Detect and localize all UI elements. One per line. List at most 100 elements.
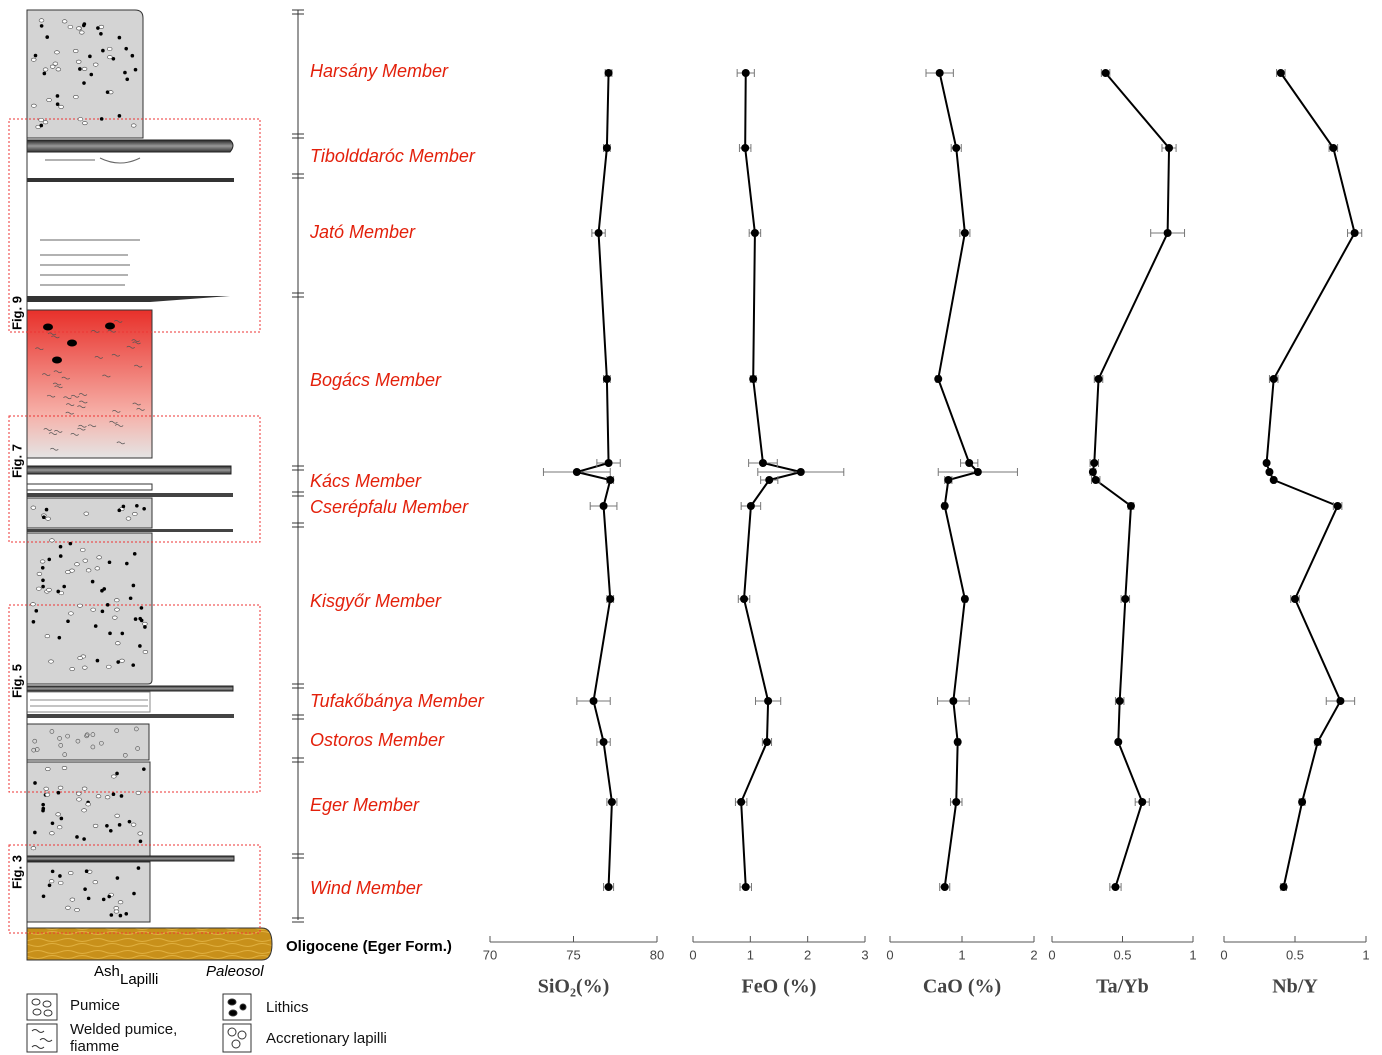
pumice: [45, 634, 50, 637]
lithic: [106, 90, 110, 94]
pumice: [73, 49, 78, 52]
x-tick-label: 1: [1362, 947, 1369, 962]
x-axis-label: CaO (%): [923, 976, 1001, 998]
pumice: [82, 121, 87, 124]
pumice: [49, 539, 54, 542]
lithic: [41, 807, 45, 811]
data-point: [1277, 69, 1285, 77]
lithic: [125, 77, 129, 81]
pumice: [45, 793, 50, 796]
lithic: [82, 24, 86, 28]
lithic: [110, 913, 114, 917]
data-point: [797, 468, 805, 476]
data-point: [608, 798, 616, 806]
pumice: [76, 792, 81, 795]
member-label: Kács Member: [310, 471, 422, 491]
column-label: Paleosol: [206, 963, 264, 980]
pumice: [75, 908, 80, 911]
lithic: [66, 619, 70, 623]
lithic: [82, 837, 86, 841]
data-point: [1334, 502, 1342, 510]
lithic: [132, 892, 136, 896]
lithic: [117, 509, 121, 513]
lithic: [107, 895, 111, 899]
lithic: [118, 823, 122, 827]
lithic: [45, 35, 49, 39]
pumice: [114, 910, 119, 913]
line: [1267, 73, 1355, 887]
pumice: [112, 616, 117, 619]
pumice: [83, 559, 88, 562]
pumice: [59, 105, 64, 108]
lithic: [140, 606, 144, 610]
x-tick-label: 80: [650, 947, 664, 962]
lithic: [138, 617, 142, 621]
lithic: [33, 831, 37, 835]
x-tick-label: 0.5: [1113, 947, 1131, 962]
pumice: [68, 871, 73, 874]
data-point: [965, 459, 973, 467]
lithic: [89, 73, 93, 77]
data-point: [1336, 697, 1344, 705]
data-point: [606, 476, 614, 484]
figure-label: Fig. 3: [9, 855, 24, 889]
data-point: [934, 375, 942, 383]
pumice: [82, 67, 87, 70]
pumice: [86, 803, 91, 806]
x-axis-label: FeO (%): [742, 976, 817, 998]
lithic: [112, 792, 116, 796]
pumice: [75, 563, 80, 566]
pumice: [56, 813, 61, 816]
legend-label: Accretionary lapilli: [266, 1030, 416, 1047]
lithic: [132, 584, 136, 588]
lithic: [83, 887, 87, 891]
x-tick-label: 0: [1048, 947, 1055, 962]
data-point: [1263, 459, 1271, 467]
pumice: [126, 517, 131, 520]
x-tick-label: 1: [747, 947, 754, 962]
lithic: [87, 897, 91, 901]
pumice: [97, 556, 102, 559]
lithic: [56, 94, 60, 98]
pumice: [37, 572, 42, 575]
pumice: [73, 95, 78, 98]
pumice: [49, 660, 54, 663]
lithic: [142, 767, 146, 771]
x-axis-label: Nb/Y: [1272, 976, 1318, 998]
lithic: [43, 72, 47, 76]
lithic: [59, 545, 63, 549]
pumice: [31, 104, 36, 107]
line: [938, 73, 978, 887]
lithic: [41, 585, 45, 589]
pumice: [31, 506, 36, 509]
data-point: [747, 502, 755, 510]
lithic: [101, 610, 105, 614]
data-point: [1095, 375, 1103, 383]
x-axis-label: Ta/Yb: [1096, 976, 1149, 998]
data-point: [606, 595, 614, 603]
lithic: [32, 620, 36, 624]
lithic: [124, 912, 128, 916]
pumice: [115, 814, 120, 817]
pumice: [114, 906, 119, 909]
pumice: [56, 68, 61, 71]
data-point: [952, 798, 960, 806]
pumice: [131, 823, 136, 826]
lithic: [108, 632, 112, 636]
pumice: [45, 767, 50, 770]
lithic: [52, 357, 62, 364]
lithic: [120, 632, 124, 636]
lithic: [88, 55, 92, 59]
data-point: [742, 69, 750, 77]
lithic: [120, 794, 124, 798]
lithic: [115, 772, 119, 776]
lithic: [143, 625, 147, 629]
pumice: [120, 659, 125, 662]
pumice: [106, 665, 111, 668]
data-point: [737, 798, 745, 806]
lithic: [47, 558, 51, 562]
pumice: [77, 798, 82, 801]
data-point: [1111, 883, 1119, 891]
lithic: [137, 866, 141, 870]
figure-label: Fig. 9: [9, 296, 24, 330]
